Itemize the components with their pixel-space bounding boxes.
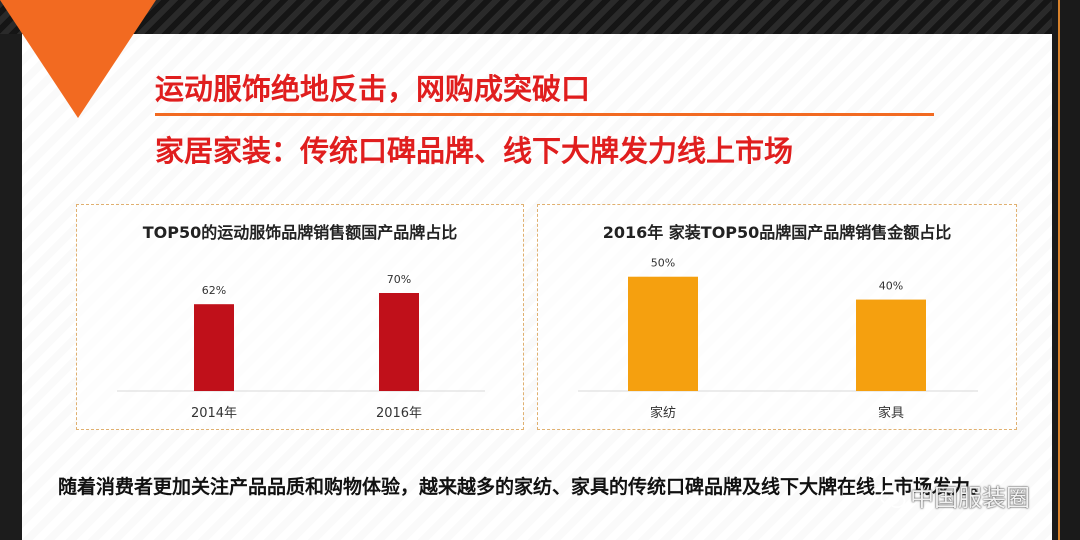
data-label: 40% <box>879 280 903 293</box>
heading-sportswear: 运动服饰绝地反击，网购成突破口 <box>155 72 591 106</box>
watermark: 中国服装圈 <box>880 478 1030 513</box>
data-label: 70% <box>387 273 411 286</box>
heading-divider <box>155 113 934 116</box>
orange-triangle-decoration <box>0 0 156 118</box>
chart-title-home: 2016年 家装TOP50品牌国产品牌销售金额占比 <box>602 223 952 242</box>
chart-panel-sportswear: TOP50的运动服饰品牌销售额国产品牌占比 62% 2014年 70% 2016年 <box>76 204 524 430</box>
chart-title-sportswear: TOP50的运动服饰品牌销售额国产品牌占比 <box>142 223 458 242</box>
bar <box>856 299 926 391</box>
top-stripe <box>0 0 1080 34</box>
wechat-icon <box>880 488 906 509</box>
category-label: 2014年 <box>191 406 237 421</box>
chart-panel-home: 2016年 家装TOP50品牌国产品牌销售金额占比 50% 家纺 40% 家具 <box>537 204 1017 430</box>
data-label: 50% <box>651 257 675 270</box>
bar <box>194 304 234 391</box>
body-text: 随着消费者更加关注产品品质和购物体验，越来越多的家纺、家具的传统口碑品牌及线下大… <box>58 476 990 498</box>
category-label: 家具 <box>878 405 904 421</box>
bar <box>628 276 698 391</box>
right-edge-decoration <box>1052 0 1080 540</box>
data-label: 62% <box>202 284 226 297</box>
category-label: 2016年 <box>376 406 422 421</box>
category-label: 家纺 <box>650 405 676 421</box>
chart-sportswear: 62% 2014年 70% 2016年 <box>117 273 485 421</box>
heading-home-furnishing: 家居家装：传统口碑品牌、线下大牌发力线上市场 <box>155 134 794 168</box>
bar <box>379 293 419 391</box>
chart-home: 50% 家纺 40% 家具 <box>578 257 978 421</box>
watermark-text: 中国服装圈 <box>910 484 1030 512</box>
